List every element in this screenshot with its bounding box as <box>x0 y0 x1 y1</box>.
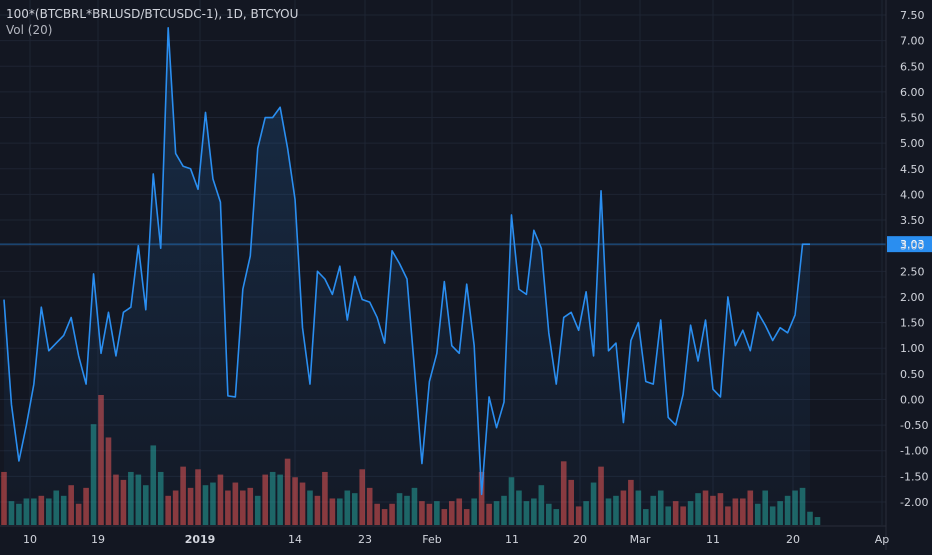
x-tick-label: 20 <box>573 533 587 546</box>
legend-symbol[interactable]: 100*(BTCBRL*BRLUSD/BTCUSDC-1), 1D, BTCYO… <box>6 7 299 21</box>
y-tick-label: 5.50 <box>900 112 925 125</box>
y-tick-label: 3.50 <box>900 214 925 227</box>
line-layer <box>3 27 810 496</box>
x-tick-label: 10 <box>23 533 37 546</box>
x-tick-label: 11 <box>706 533 720 546</box>
x-tick-label: 14 <box>288 533 302 546</box>
series-line <box>3 27 810 496</box>
series-area <box>4 27 810 525</box>
area-layer <box>4 27 810 525</box>
y-tick-label: 1.00 <box>900 342 925 355</box>
x-tick-label: 2019 <box>185 533 216 546</box>
x-tick-label: Feb <box>422 533 441 546</box>
last-price-tag <box>887 236 932 253</box>
x-tick-label: Ap <box>875 533 890 546</box>
y-tick-label: 6.00 <box>900 86 925 99</box>
y-tick-label: 6.50 <box>900 60 925 73</box>
chart-legend: 100*(BTCBRL*BRLUSD/BTCUSDC-1), 1D, BTCYO… <box>6 6 298 38</box>
x-tick-label: Mar <box>630 533 651 546</box>
price-line-layer: 3.03 <box>0 236 932 253</box>
x-tick-label: 19 <box>91 533 105 546</box>
legend-volume[interactable]: Vol (20) <box>6 23 53 37</box>
last-price-label: 3.03 <box>900 238 925 251</box>
y-tick-label: 3.00 <box>900 240 925 253</box>
y-tick-label: 1.50 <box>900 317 925 330</box>
y-tick-label: 2.50 <box>900 265 925 278</box>
x-tick-label: 11 <box>505 533 519 546</box>
y-tick-label: 7.00 <box>900 35 925 48</box>
x-tick-label: 20 <box>786 533 800 546</box>
y-tick-label: 5.00 <box>900 137 925 150</box>
x-axis[interactable]: 10 19 2019 14 23 Feb 11 20 Mar 11 20 Ap <box>0 525 890 546</box>
y-tick-label: -1.00 <box>900 445 928 458</box>
y-tick-label: 4.50 <box>900 163 925 176</box>
y-tick-label: 0.50 <box>900 368 925 381</box>
y-tick-label: -2.00 <box>900 496 928 509</box>
y-tick-label: 7.50 <box>900 9 925 22</box>
y-axis[interactable]: 7.50 7.00 6.50 6.00 5.50 5.00 4.50 4.00 3.50 3.00… <box>885 0 928 550</box>
y-tick-label: 2.00 <box>900 291 925 304</box>
y-tick-label: 4.00 <box>900 188 925 201</box>
x-tick-label: 23 <box>358 533 372 546</box>
y-tick-label: -0.50 <box>900 419 928 432</box>
volume-bar <box>814 517 821 525</box>
y-tick-label: 0.00 <box>900 393 925 406</box>
y-tick-label: -1.50 <box>900 470 928 483</box>
